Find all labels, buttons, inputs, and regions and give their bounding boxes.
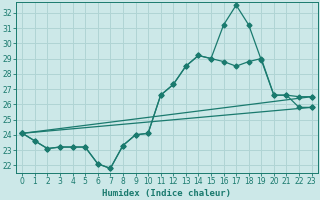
X-axis label: Humidex (Indice chaleur): Humidex (Indice chaleur) <box>102 189 231 198</box>
